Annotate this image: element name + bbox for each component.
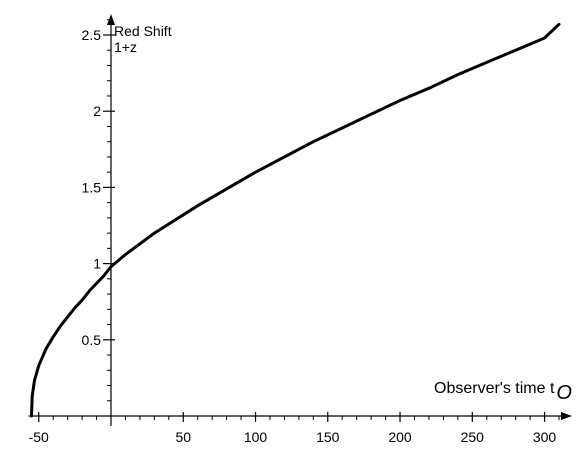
x-tick-label: 150 xyxy=(316,429,340,445)
major-ticks xyxy=(38,34,546,422)
x-tick-label: 100 xyxy=(244,429,268,445)
x-tick-label: 200 xyxy=(388,429,412,445)
x-tick-label: 250 xyxy=(461,429,485,445)
x-tick-label: 50 xyxy=(175,429,191,445)
y-tick-label: 1.5 xyxy=(82,179,102,195)
y-tick-label: 2.5 xyxy=(82,27,102,43)
y-axis-title: Red Shift xyxy=(114,23,172,39)
x-tick-label: -50 xyxy=(29,429,49,445)
minor-ticks xyxy=(52,19,560,420)
y-axis-subtitle: 1+z xyxy=(114,39,137,55)
x-axis-arrow xyxy=(561,412,572,420)
y-tick-label: 1 xyxy=(93,256,101,272)
y-tick-label: 2 xyxy=(93,103,101,119)
series-line xyxy=(30,22,561,418)
x-axis-title-main: Observer's time t xyxy=(434,380,555,397)
x-axis-title-sub: O xyxy=(556,382,572,404)
y-tick-label: 0.5 xyxy=(82,332,102,348)
tick-labels: -50 50 100 150 200 250 300 0.5 1 1.5 2 2.5 xyxy=(29,27,557,445)
y-axis-arrow xyxy=(107,14,115,25)
x-tick-label: 300 xyxy=(533,429,557,445)
